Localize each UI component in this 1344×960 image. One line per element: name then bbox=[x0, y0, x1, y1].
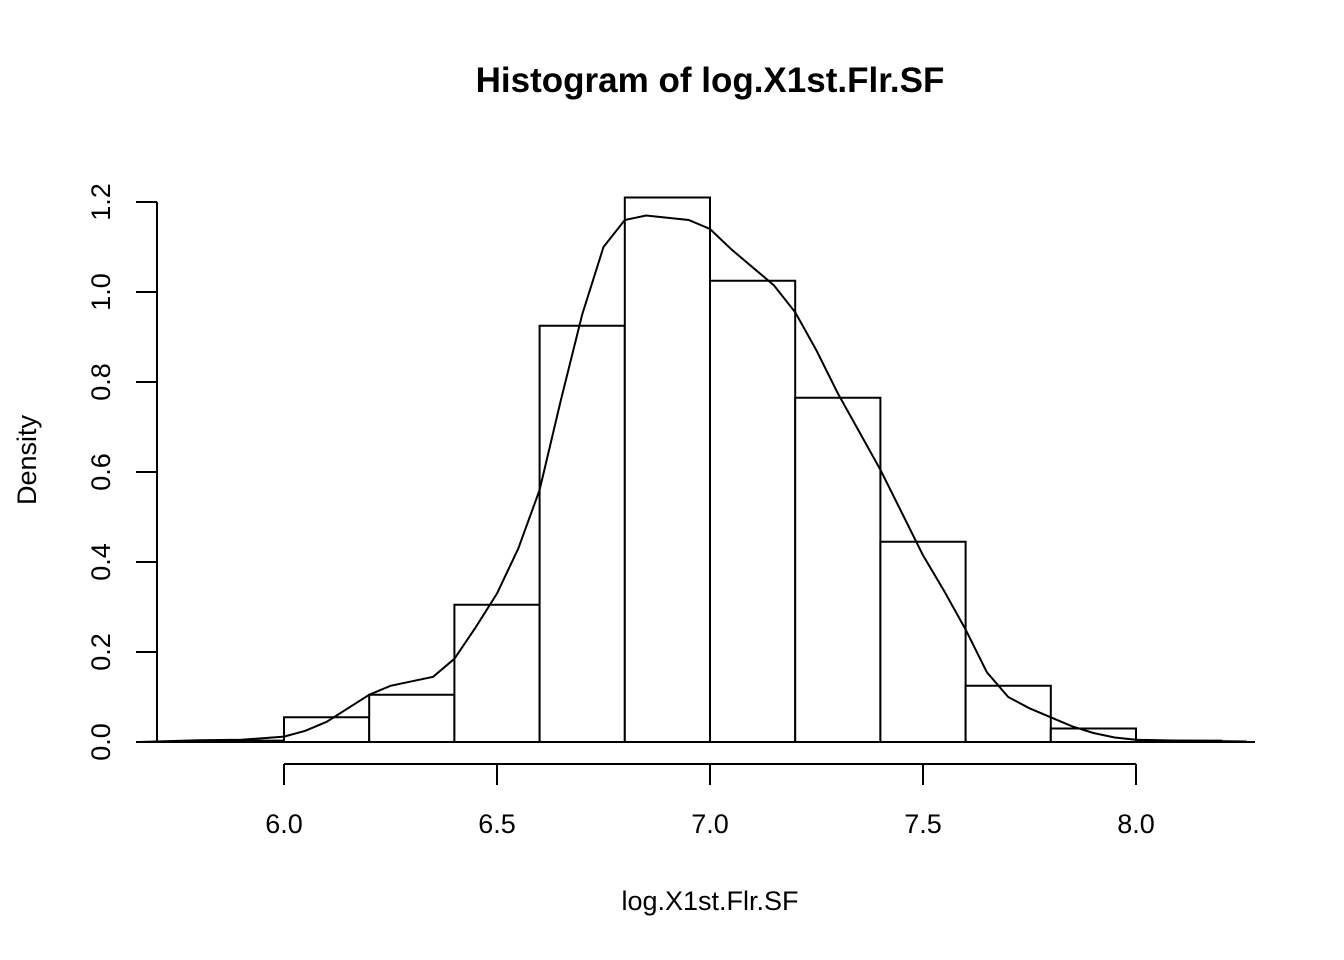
y-tick-label-4: 0.8 bbox=[86, 363, 116, 401]
histogram-bar-7 bbox=[794, 396, 882, 743]
x-axis: 6.0 6.5 7.0 7.5 8.0 bbox=[265, 763, 1155, 839]
y-tick-label-0: 0.0 bbox=[86, 723, 116, 761]
y-tick-label-3: 0.6 bbox=[86, 453, 116, 491]
histogram-bar-6 bbox=[709, 279, 797, 743]
histogram-bar-3 bbox=[453, 603, 541, 743]
x-axis-label: log.X1st.Flr.SF bbox=[621, 886, 798, 916]
histogram-bar-2 bbox=[368, 693, 456, 743]
histogram-bar-4 bbox=[538, 324, 626, 743]
y-tick-label-2: 0.4 bbox=[86, 543, 116, 581]
x-tick-label-0: 6.0 bbox=[265, 809, 303, 839]
y-axis-label: Density bbox=[12, 414, 42, 505]
histogram-bar-10 bbox=[1049, 727, 1138, 743]
histogram-bar-9 bbox=[964, 684, 1052, 743]
histogram-bar-8 bbox=[879, 540, 967, 743]
x-tick-label-2: 7.0 bbox=[691, 809, 729, 839]
y-tick-label-1: 0.2 bbox=[86, 633, 116, 671]
chart-title: Histogram of log.X1st.Flr.SF bbox=[476, 61, 945, 100]
y-tick-label-6: 1.2 bbox=[86, 183, 116, 221]
y-axis: 0.0 0.2 0.4 0.6 0.8 1.0 1.2 bbox=[86, 183, 158, 761]
y-tick-label-5: 1.0 bbox=[86, 273, 116, 311]
histogram-bar-5 bbox=[623, 196, 711, 743]
x-tick-label-1: 6.5 bbox=[478, 809, 516, 839]
density-curve bbox=[139, 214, 1247, 743]
x-tick-label-3: 7.5 bbox=[904, 809, 942, 839]
x-tick-label-4: 8.0 bbox=[1117, 809, 1155, 839]
histogram-bars bbox=[197, 196, 1223, 744]
